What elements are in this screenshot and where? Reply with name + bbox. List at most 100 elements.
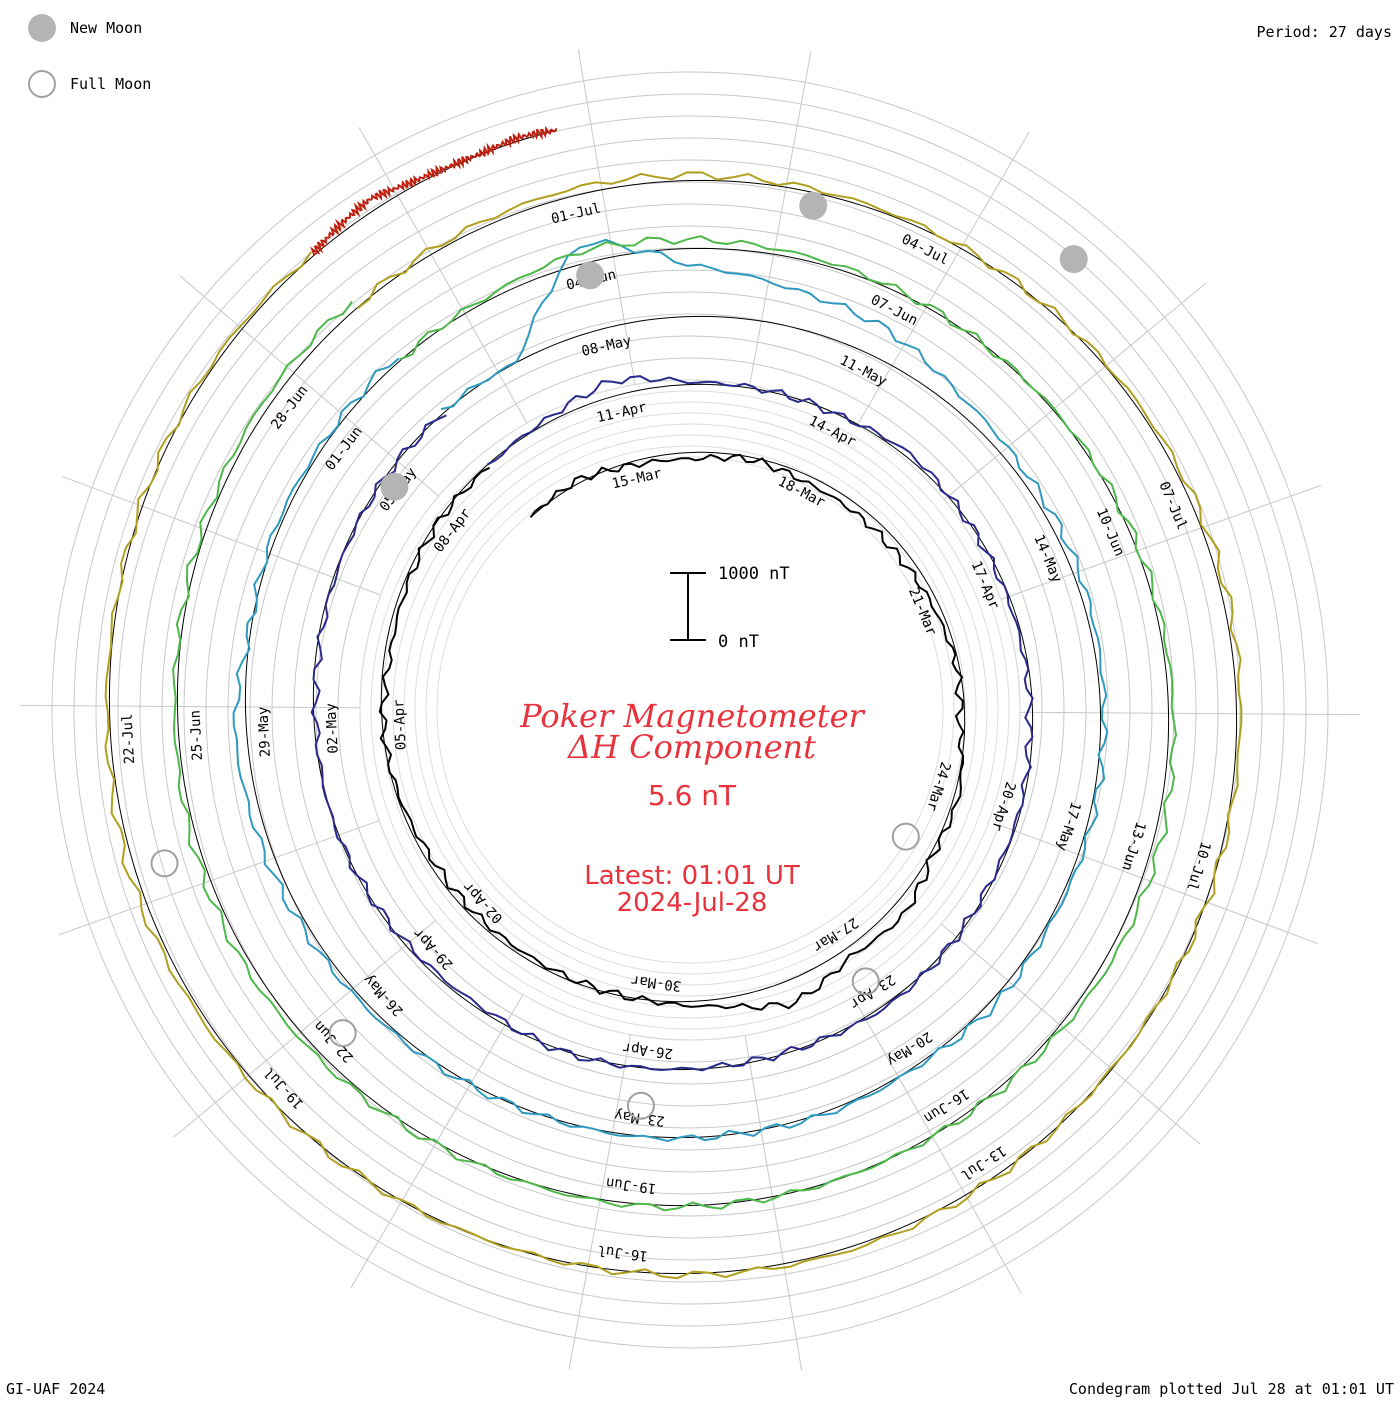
- grid-spoke: [1019, 711, 1360, 716]
- title-line1: Poker Magnetometer: [519, 697, 865, 735]
- baseline-spiral: [108, 129, 1238, 1274]
- full-moon-marker: [150, 849, 179, 878]
- full-moon-label: Full Moon: [70, 75, 152, 93]
- full-moon-marker: [328, 1019, 357, 1048]
- grid-ring: [117, 137, 1263, 1283]
- date-label: 11-May: [837, 352, 889, 389]
- date-label: 10-Jul: [1183, 840, 1213, 893]
- grid-spoke: [744, 1035, 803, 1371]
- moon-markers: [150, 191, 1088, 1120]
- grid-spoke: [358, 127, 528, 424]
- grid-spoke: [856, 131, 1030, 426]
- date-label: 18-Mar: [775, 474, 827, 511]
- new-moon-label: New Moon: [70, 19, 143, 37]
- date-label: 01-Jul: [550, 200, 603, 227]
- series-3-trace: [232, 238, 1109, 1143]
- series-2-trace: [310, 375, 1034, 1072]
- scale-top-label: 1000 nT: [718, 564, 790, 584]
- series-6-trace: [309, 125, 558, 256]
- date-label: 17-Apr: [968, 559, 1002, 612]
- footer-plotted: Condegram plotted Jul 28 at 01:01 UT: [1068, 1380, 1394, 1398]
- date-label: 24-Mar: [923, 760, 953, 813]
- grid-spoke: [1000, 484, 1322, 600]
- grid-spoke: [179, 275, 440, 497]
- grid-spoke: [20, 704, 361, 709]
- grid-spoke: [852, 996, 1022, 1293]
- grid-ring: [249, 269, 1131, 1151]
- grid-spokes: [20, 49, 1360, 1371]
- grid-ring: [227, 247, 1153, 1173]
- date-label: 14-May: [1030, 532, 1064, 585]
- new-moon-marker: [380, 472, 409, 501]
- full-moon-icon: [28, 70, 56, 98]
- baseline-path: [108, 129, 1238, 1274]
- grid-spoke: [173, 919, 437, 1138]
- grid-ring: [161, 181, 1219, 1239]
- date-label: 13-Jun: [1118, 820, 1148, 873]
- date-label: 30-Mar: [630, 972, 682, 994]
- grid-ring: [315, 335, 1065, 1085]
- new-moon-marker: [799, 191, 828, 220]
- grid-spoke: [749, 50, 812, 386]
- title-line2: ΔH Component: [566, 728, 816, 766]
- latest-date: 2024-Jul-28: [617, 888, 768, 918]
- grid-spoke: [568, 1034, 631, 1370]
- date-label: 07-Jun: [868, 292, 920, 329]
- current-value: 5.6 nT: [648, 779, 737, 812]
- date-label: 15-Mar: [610, 466, 663, 493]
- date-label: 01-Jun: [322, 424, 365, 474]
- grid-ring: [425, 445, 955, 975]
- date-label: 08-May: [580, 333, 633, 360]
- grid-spoke: [61, 475, 381, 596]
- date-label: 20-May: [884, 1028, 935, 1069]
- grid-spoke: [58, 820, 380, 936]
- date-label: 27-Mar: [810, 914, 861, 955]
- scale-bar: 1000 nT 0 nT: [670, 564, 790, 652]
- grid-spoke: [943, 282, 1207, 501]
- series-1-trace: [378, 453, 965, 1011]
- series-5-trace: [104, 171, 1243, 1280]
- grid-ring: [139, 159, 1241, 1261]
- grid-ring: [271, 291, 1109, 1129]
- period-label: Period: 27 days: [1256, 23, 1392, 41]
- date-label: 29-May: [255, 706, 274, 757]
- date-label: 22-Jul: [120, 713, 139, 764]
- date-label: 23-May: [613, 1107, 665, 1129]
- series-layer: [104, 125, 1243, 1280]
- grid-ring: [359, 379, 1021, 1041]
- date-label: 25-Jun: [187, 710, 206, 761]
- grid-ring: [73, 93, 1307, 1327]
- new-moon-marker: [576, 261, 605, 290]
- grid-spoke: [999, 824, 1319, 945]
- grid-ring: [403, 423, 977, 997]
- series-4-trace: [172, 235, 1178, 1212]
- legend-new-moon: New Moon: [28, 14, 142, 42]
- latest-time: Latest: 01:01 UT: [584, 861, 800, 891]
- grid-ring: [414, 434, 966, 986]
- date-label: 19-Jul: [261, 1064, 307, 1112]
- grid-ring: [436, 456, 944, 964]
- date-label: 14-Apr: [806, 413, 858, 450]
- grid-ring: [205, 225, 1175, 1195]
- grid-ring: [95, 115, 1285, 1305]
- grid-ring: [183, 203, 1197, 1217]
- date-label: 26-Apr: [622, 1039, 674, 1061]
- date-label: 16-Jul: [597, 1242, 649, 1264]
- grid-ring: [51, 71, 1329, 1349]
- date-label: 17-May: [1053, 800, 1083, 853]
- grid-spoke: [577, 49, 636, 385]
- new-moon-marker: [1059, 245, 1088, 274]
- legend-full-moon: Full Moon: [28, 70, 151, 98]
- new-moon-icon: [28, 14, 56, 42]
- center-title: Poker Magnetometer ΔH Component 5.6 nT L…: [519, 697, 865, 918]
- date-label: 02-May: [323, 703, 342, 754]
- grid-ring: [370, 390, 1010, 1030]
- full-moon-marker: [626, 1091, 655, 1120]
- date-label: 19-Jun: [605, 1174, 657, 1196]
- date-label: 26-May: [361, 971, 407, 1019]
- grid-ring: [293, 313, 1087, 1107]
- scale-bottom-label: 0 nT: [718, 632, 759, 652]
- grid-spoke: [940, 923, 1201, 1145]
